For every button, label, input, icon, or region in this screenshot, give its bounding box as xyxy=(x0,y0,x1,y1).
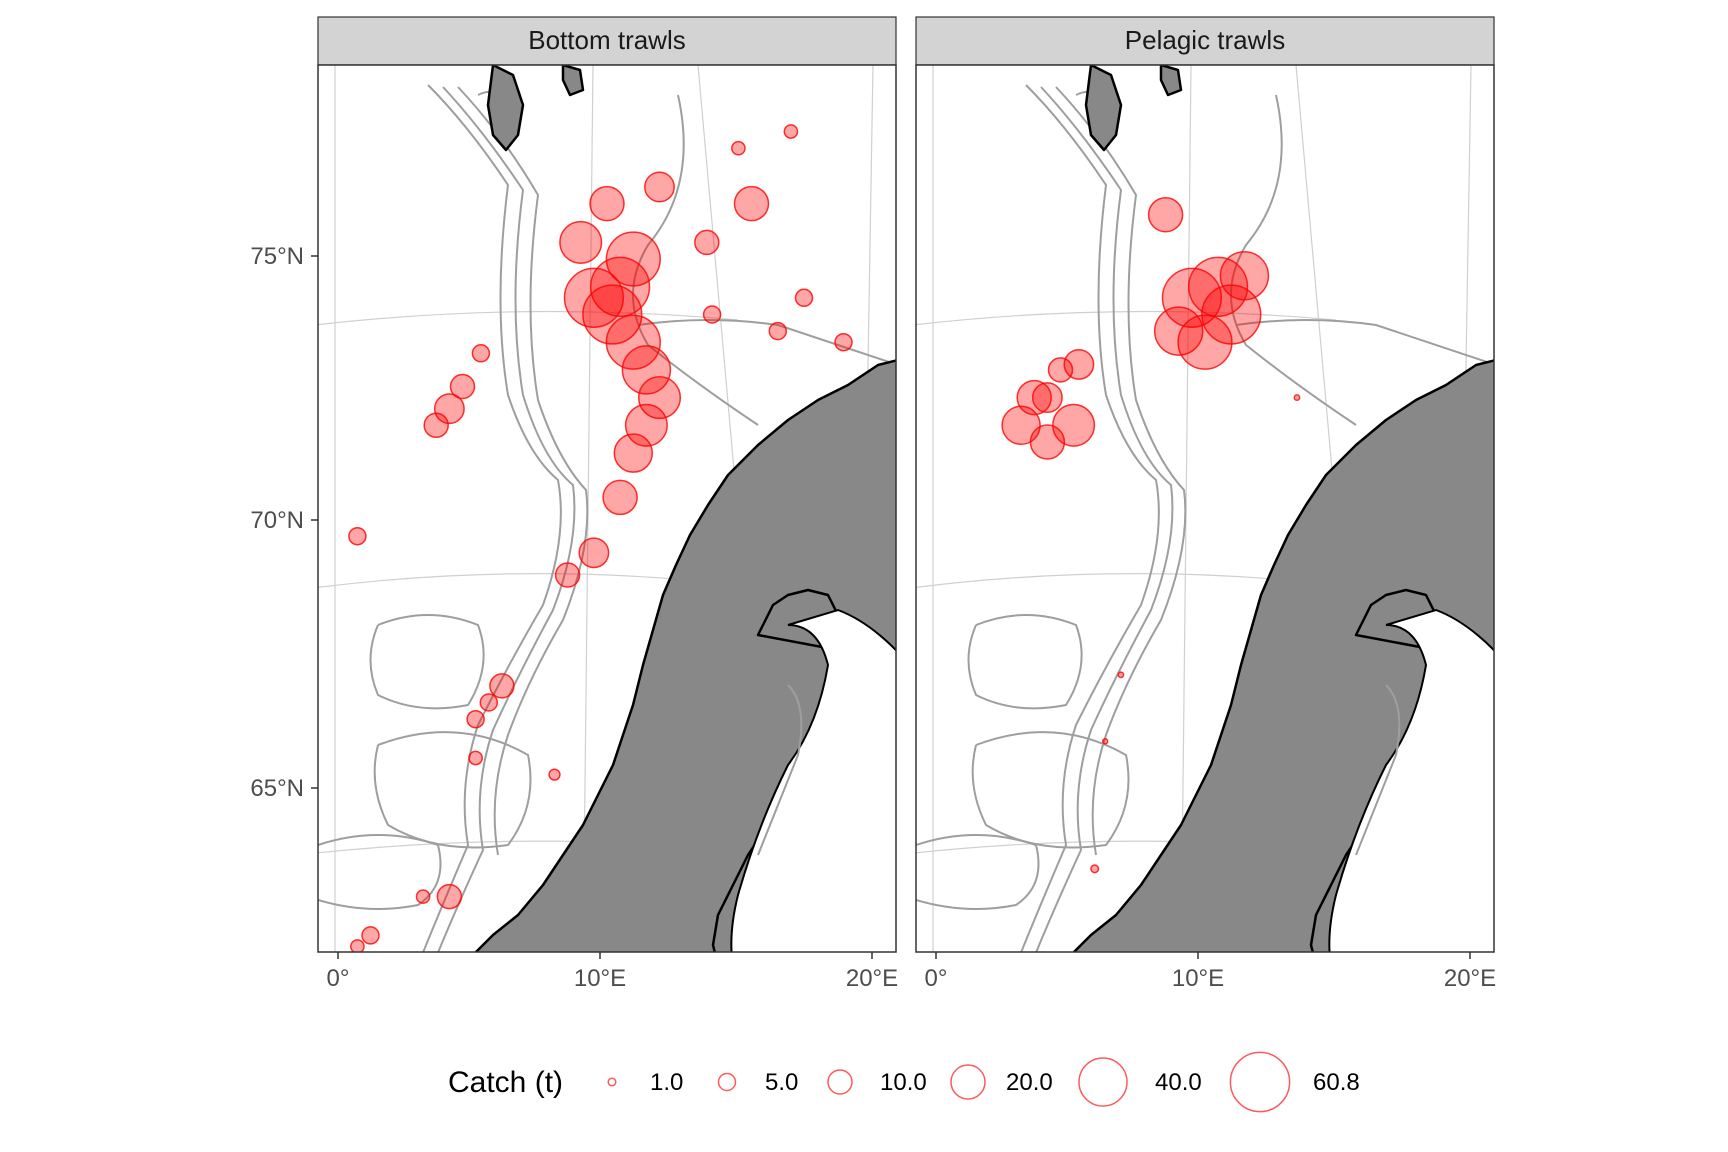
catch-point xyxy=(733,185,770,222)
catch-point xyxy=(563,267,625,328)
catch-point xyxy=(768,321,788,341)
x-tick-label: 10°E xyxy=(1172,965,1224,992)
x-tick-label: 20°E xyxy=(846,965,898,992)
x-tick-label: 0° xyxy=(327,965,350,992)
catch-point xyxy=(449,373,476,400)
x-tick-label: 20°E xyxy=(1444,965,1496,992)
catch-point xyxy=(436,883,463,910)
catch-point xyxy=(468,750,483,766)
catch-point xyxy=(433,393,465,425)
catch-point xyxy=(1052,403,1096,447)
legend-label: 40.0 xyxy=(1155,1069,1202,1096)
catch-point xyxy=(350,939,365,952)
catch-point xyxy=(1101,738,1109,745)
catch-point xyxy=(559,220,603,264)
legend-label: 10.0 xyxy=(880,1069,927,1096)
catch-point xyxy=(1147,196,1184,233)
x-tick-label: 10°E xyxy=(574,965,626,992)
strip-background xyxy=(317,16,897,66)
y-tick-label: 75°N xyxy=(250,243,304,270)
catch-point xyxy=(578,537,610,569)
catch-point xyxy=(589,185,625,222)
catch-point xyxy=(1063,348,1095,380)
x-axis-left: 0° 10°E 20°E xyxy=(327,952,898,992)
catch-point xyxy=(415,889,431,904)
legend-label: 20.0 xyxy=(1006,1069,1053,1096)
panel-title: Pelagic trawls xyxy=(1125,25,1285,55)
legend-key-circle xyxy=(717,1072,737,1092)
catch-point xyxy=(1177,314,1233,370)
catch-point xyxy=(548,768,561,781)
x-axis-right: 0° 10°E 20°E xyxy=(925,952,1496,992)
catch-point xyxy=(834,332,853,352)
catch-point xyxy=(1219,250,1270,301)
catch-point xyxy=(1031,382,1063,414)
panel-border xyxy=(915,64,1495,953)
catch-point xyxy=(637,376,682,420)
catch-point xyxy=(1153,306,1204,356)
catch-point xyxy=(1117,671,1125,679)
legend-label: 1.0 xyxy=(650,1069,683,1096)
y-tick-label: 65°N xyxy=(250,775,304,802)
panel-title: Bottom trawls xyxy=(528,25,686,55)
catch-point xyxy=(605,314,661,370)
catch-point xyxy=(554,562,581,588)
points-layer xyxy=(348,124,853,952)
catch-point xyxy=(423,412,449,439)
catch-point xyxy=(466,709,485,729)
catch-point xyxy=(1293,394,1301,402)
legend-label: 60.8 xyxy=(1313,1069,1360,1096)
catch-point xyxy=(1187,256,1249,317)
panel-pelagic-trawls: Pelagic trawls xyxy=(915,16,1495,953)
catch-point xyxy=(1090,864,1100,874)
catch-point xyxy=(644,171,675,203)
legend-key-circle xyxy=(607,1077,617,1087)
catch-point xyxy=(1029,424,1066,460)
catch-point xyxy=(348,526,367,546)
catch-point xyxy=(605,231,661,287)
legend-title: Catch (t) xyxy=(448,1066,563,1099)
catch-point xyxy=(621,345,672,395)
catch-point xyxy=(489,673,515,699)
legend-key-circle xyxy=(1078,1057,1128,1107)
panel-border xyxy=(317,64,897,953)
legend-items: 1.0 5.0 10.0 20.0 40.0 60.8 xyxy=(607,1051,1360,1113)
x-tick-label: 0° xyxy=(925,965,948,992)
catch-point xyxy=(361,926,380,945)
legend-key-circle xyxy=(1229,1051,1291,1113)
catch-point xyxy=(624,403,668,447)
catch-point xyxy=(1161,267,1223,328)
panel-bottom-trawls: Bottom trawls xyxy=(317,16,897,953)
catch-point xyxy=(602,479,638,516)
y-axis: 75°N 70°N 65°N xyxy=(250,243,318,802)
catch-point xyxy=(702,305,722,324)
catch-point xyxy=(471,344,491,363)
catch-point xyxy=(794,288,814,308)
catch-point xyxy=(694,229,720,256)
y-tick-label: 70°N xyxy=(250,507,304,534)
points-layer xyxy=(1001,196,1301,874)
legend-label: 5.0 xyxy=(765,1069,798,1096)
legend-key-circle xyxy=(827,1069,853,1095)
legend: Catch (t) 1.0 5.0 10.0 20.0 40.0 60.8 xyxy=(448,1051,1360,1113)
legend-key-circle xyxy=(950,1064,986,1100)
catch-point xyxy=(1001,405,1041,446)
catch-point xyxy=(479,693,499,712)
catch-point xyxy=(1047,357,1074,383)
catch-point xyxy=(731,140,746,156)
catch-point xyxy=(582,284,643,345)
catch-point xyxy=(613,433,654,473)
catch-point xyxy=(783,124,799,139)
